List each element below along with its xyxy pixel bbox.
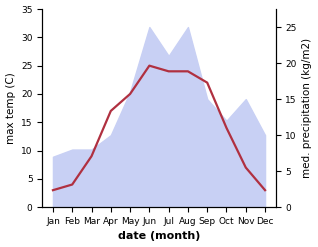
X-axis label: date (month): date (month) (118, 231, 200, 242)
Y-axis label: med. precipitation (kg/m2): med. precipitation (kg/m2) (302, 38, 313, 178)
Y-axis label: max temp (C): max temp (C) (5, 72, 16, 144)
